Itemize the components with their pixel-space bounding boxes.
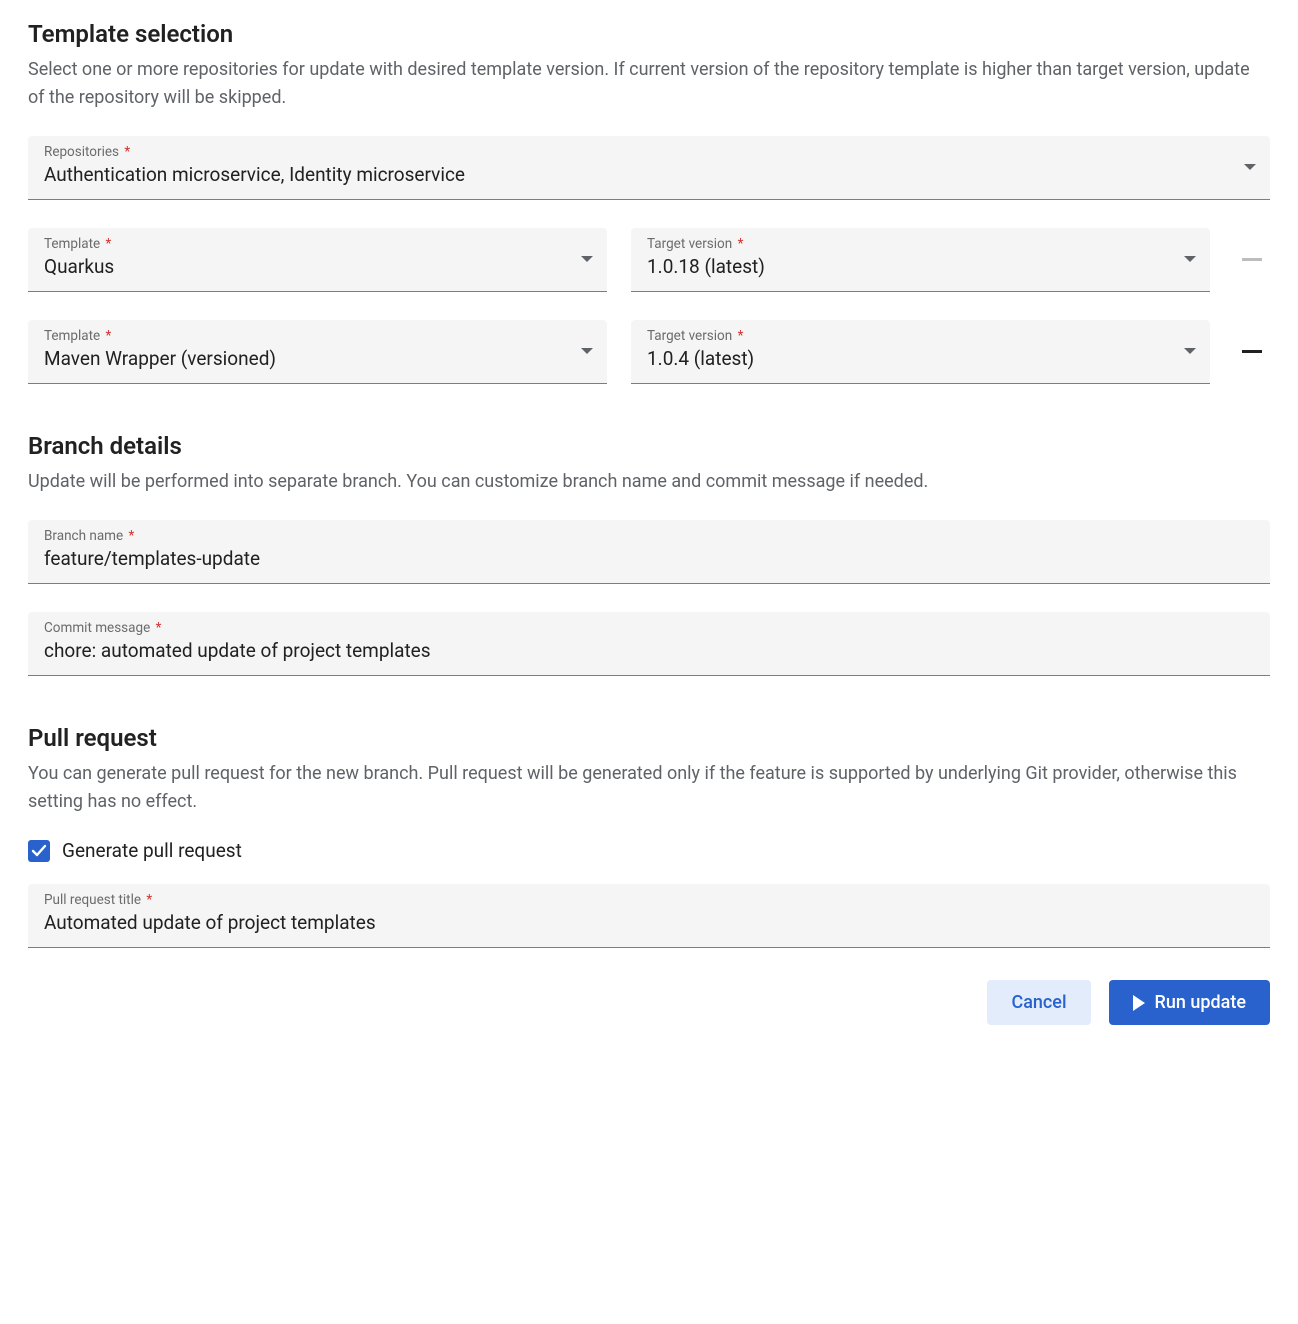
- pull-request-section: Pull request You can generate pull reque…: [28, 724, 1270, 949]
- branch-details-title: Branch details: [28, 432, 1270, 460]
- template-label: Template *: [44, 328, 591, 344]
- action-bar: Cancel Run update: [28, 980, 1270, 1025]
- pr-title-label-text: Pull request title: [44, 892, 141, 908]
- target-version-label-text: Target version: [647, 328, 732, 344]
- required-marker: *: [146, 892, 152, 908]
- remove-button-wrap: [1234, 350, 1270, 353]
- commit-message-input[interactable]: [44, 638, 1254, 665]
- branch-name-label: Branch name *: [44, 528, 1254, 544]
- required-marker: *: [738, 236, 744, 252]
- pull-request-title: Pull request: [28, 724, 1270, 752]
- required-marker: *: [129, 528, 135, 544]
- target-version-label-text: Target version: [647, 236, 732, 252]
- generate-pr-label: Generate pull request: [62, 839, 242, 862]
- pr-title-field[interactable]: Pull request title *: [28, 884, 1270, 948]
- target-version-select[interactable]: Target version * 1.0.4 (latest): [631, 320, 1210, 384]
- minus-icon: [1242, 258, 1262, 261]
- chevron-down-icon: [581, 256, 593, 262]
- chevron-down-icon: [581, 348, 593, 354]
- template-select[interactable]: Template * Maven Wrapper (versioned): [28, 320, 607, 384]
- cancel-button-label: Cancel: [1011, 992, 1066, 1013]
- pr-title-input[interactable]: [44, 910, 1254, 937]
- generate-pr-checkbox[interactable]: [28, 840, 50, 862]
- template-select[interactable]: Template * Quarkus: [28, 228, 607, 292]
- remove-button-wrap: [1234, 258, 1270, 261]
- pull-request-description: You can generate pull request for the ne…: [28, 760, 1270, 816]
- run-update-button[interactable]: Run update: [1109, 980, 1270, 1025]
- branch-name-label-text: Branch name: [44, 528, 123, 544]
- play-icon: [1133, 995, 1145, 1011]
- template-label-text: Template: [44, 328, 100, 344]
- required-marker: *: [738, 328, 744, 344]
- target-version-value: 1.0.18 (latest): [647, 254, 1194, 281]
- required-marker: *: [106, 328, 112, 344]
- commit-message-label-text: Commit message: [44, 620, 150, 636]
- template-selection-section: Template selection Select one or more re…: [28, 20, 1270, 384]
- required-marker: *: [106, 236, 112, 252]
- template-row: Template * Maven Wrapper (versioned) Tar…: [28, 320, 1270, 384]
- cancel-button[interactable]: Cancel: [987, 980, 1090, 1025]
- repositories-label-text: Repositories: [44, 144, 119, 160]
- template-selection-title: Template selection: [28, 20, 1270, 48]
- template-row: Template * Quarkus Target version * 1.0.…: [28, 228, 1270, 292]
- commit-message-label: Commit message *: [44, 620, 1254, 636]
- pr-title-label: Pull request title *: [44, 892, 1254, 908]
- commit-message-field[interactable]: Commit message *: [28, 612, 1270, 676]
- check-icon: [31, 843, 47, 859]
- repositories-value: Authentication microservice, Identity mi…: [44, 162, 1254, 189]
- required-marker: *: [124, 144, 130, 160]
- chevron-down-icon: [1244, 164, 1256, 170]
- minus-icon[interactable]: [1242, 350, 1262, 353]
- run-update-button-label: Run update: [1155, 992, 1246, 1013]
- template-label-text: Template: [44, 236, 100, 252]
- chevron-down-icon: [1184, 256, 1196, 262]
- template-label: Template *: [44, 236, 591, 252]
- branch-name-input[interactable]: [44, 546, 1254, 573]
- generate-pr-checkbox-row[interactable]: Generate pull request: [28, 839, 1270, 862]
- target-version-select[interactable]: Target version * 1.0.18 (latest): [631, 228, 1210, 292]
- template-value: Quarkus: [44, 254, 591, 281]
- template-selection-description: Select one or more repositories for upda…: [28, 56, 1270, 112]
- template-value: Maven Wrapper (versioned): [44, 346, 591, 373]
- branch-details-section: Branch details Update will be performed …: [28, 432, 1270, 676]
- branch-details-description: Update will be performed into separate b…: [28, 468, 1270, 496]
- target-version-label: Target version *: [647, 236, 1194, 252]
- required-marker: *: [156, 620, 162, 636]
- target-version-value: 1.0.4 (latest): [647, 346, 1194, 373]
- branch-name-field[interactable]: Branch name *: [28, 520, 1270, 584]
- target-version-label: Target version *: [647, 328, 1194, 344]
- chevron-down-icon: [1184, 348, 1196, 354]
- repositories-label: Repositories *: [44, 144, 1254, 160]
- repositories-select[interactable]: Repositories * Authentication microservi…: [28, 136, 1270, 200]
